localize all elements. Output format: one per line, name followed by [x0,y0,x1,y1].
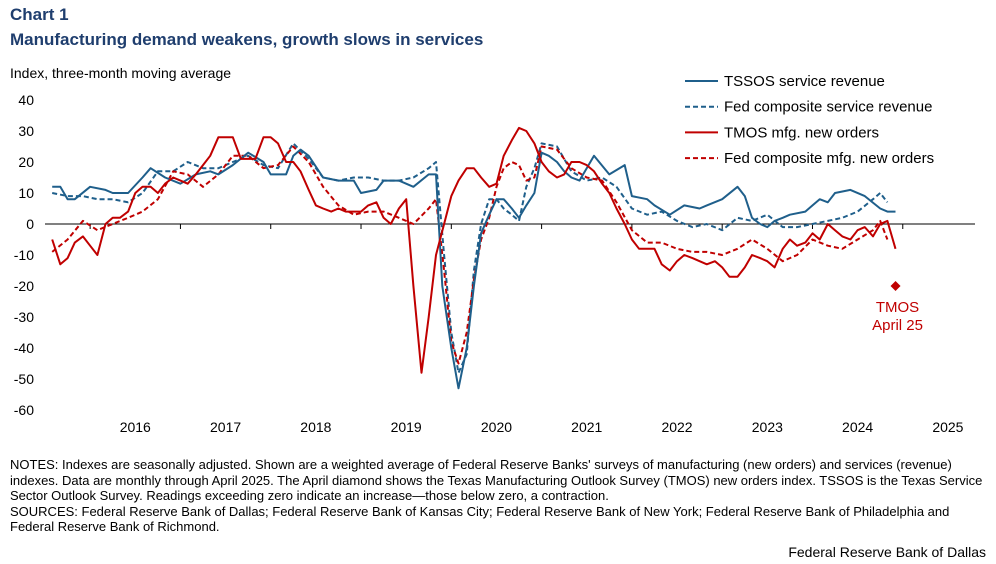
legend-label: Fed composite service revenue [724,99,932,116]
series-lines [51,126,897,390]
y-tick-label: -50 [14,371,34,387]
y-tick-label: 10 [18,185,34,201]
x-tick-label: 2020 [481,419,512,435]
x-tick-label: 2019 [391,419,422,435]
legend-label: TMOS mfg. new orders [724,124,879,141]
credit-line: Federal Reserve Bank of Dallas [788,544,986,560]
legend: TSSOS service revenue Fed composite servi… [685,73,934,167]
x-tick-label: 2022 [661,419,692,435]
series-line-tssos-service-revenue [52,148,896,390]
y-tick-label: 0 [26,216,34,232]
series-line-tmos-mfg-new-orders [51,126,897,374]
x-tick-label: 2017 [210,419,241,435]
annotation-label: April 25 [872,317,923,334]
notes-text: NOTES: Indexes are seasonally adjusted. … [10,457,983,504]
chart-label: Chart 1 [10,5,69,24]
series-line-fed-composite-service-revenue [52,142,889,374]
y-tick-label: -10 [14,247,34,263]
line-chart: Index, three-month moving average 40 30 20… [10,65,975,435]
x-tick-label: 2025 [932,419,963,435]
sources-text: SOURCES: Federal Reserve Bank of Dallas;… [10,503,950,535]
y-tick-label: -20 [14,278,34,294]
x-axis: 2016 2017 2018 2019 2020 2021 2022 2023 2024 2025 [45,223,975,435]
y-tick-label: -60 [14,402,34,418]
y-tick-label: 20 [18,154,34,170]
y-tick-label: 40 [18,92,34,108]
y-axis-label: Index, three-month moving average [10,65,231,81]
x-tick-label: 2018 [300,419,331,435]
x-tick-label: 2016 [120,419,151,435]
y-axis: 40 30 20 10 0 -10 -20 -30 -40 -50 -60 [14,92,34,418]
legend-label: TSSOS service revenue [724,73,885,90]
y-tick-label: 30 [18,123,34,139]
x-tick-label: 2021 [571,419,602,435]
annotation-label: TMOS [876,299,919,316]
notes: NOTES: Indexes are seasonally adjusted. … [10,457,985,535]
x-tick-label: 2024 [842,419,873,435]
chart-title: Manufacturing demand weakens, growth slo… [10,30,484,49]
legend-label: Fed composite mfg. new orders [724,150,934,167]
tmos-april-diamond-marker [890,281,901,291]
x-tick-label: 2023 [752,419,783,435]
y-tick-label: -30 [14,309,34,325]
y-tick-label: -40 [14,340,34,356]
